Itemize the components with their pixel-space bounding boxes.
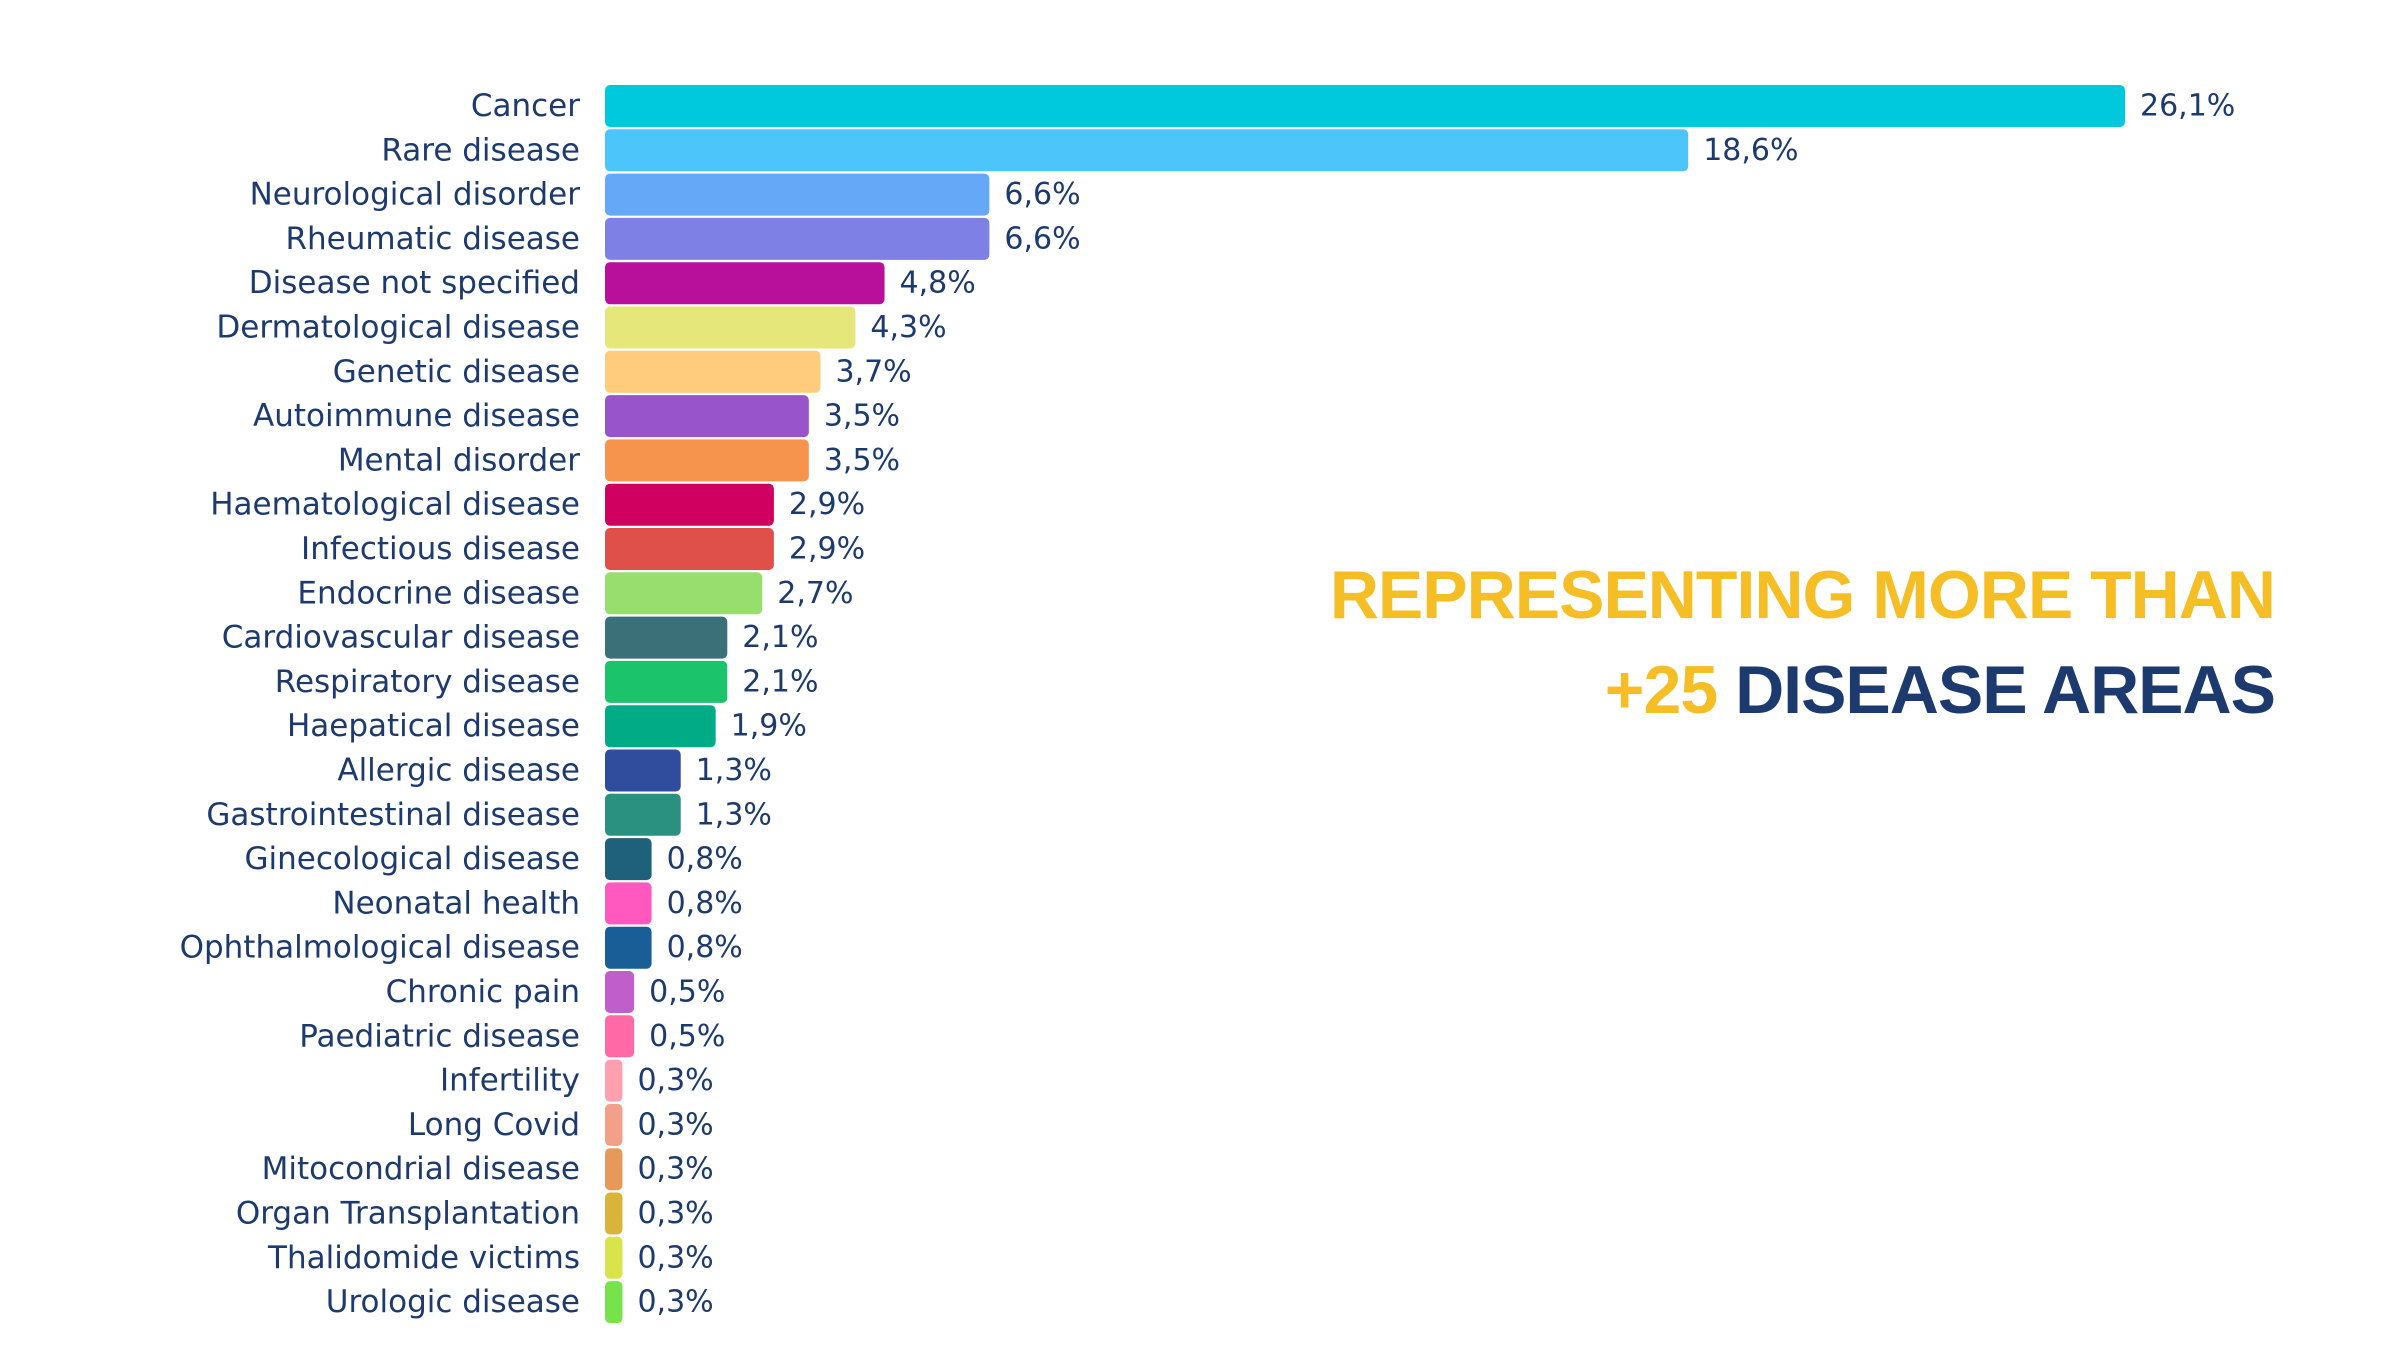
category-label: Genetic disease [333,354,580,390]
bar-cancer [605,85,2125,127]
bar-paediatric-disease [605,1015,635,1058]
bar-ginecological-disease [605,838,652,881]
category-label: Haepatical disease [287,708,580,744]
bar-urologic-disease [605,1281,623,1324]
value-label: 0,3% [637,1285,713,1320]
category-label: Ginecological disease [245,841,580,877]
value-label: 2,1% [742,620,818,655]
value-label: 0,3% [637,1107,713,1142]
category-label: Cardiovascular disease [222,620,580,656]
value-label: 3,5% [824,443,900,478]
bar-allergic-disease [605,749,681,792]
category-label: Allergic disease [337,753,580,789]
value-label: 0,5% [649,975,725,1010]
category-label: Long Covid [408,1107,580,1143]
category-label: Haematological disease [210,487,580,523]
value-label: 6,6% [1004,177,1080,212]
category-label: Organ Transplantation [236,1196,580,1232]
value-label: 3,5% [824,399,900,434]
value-label: 3,7% [835,354,911,389]
category-label: Urologic disease [326,1284,580,1320]
category-label: Mental disorder [338,442,580,478]
bar-rheumatic-disease [605,217,990,260]
bar-respiratory-disease [605,660,728,703]
value-label: 1,9% [731,709,807,744]
bar-neonatal-health [605,882,652,925]
value-label: 0,3% [637,1152,713,1187]
category-label: Paediatric disease [299,1018,580,1054]
headline-line-2: +25 DISEASE AREAS [1330,643,2276,738]
bar-haematological-disease [605,483,774,526]
bar-disease-not-specified [605,262,885,305]
value-label: 0,3% [637,1063,713,1098]
bar-autoimmune-disease [605,395,809,438]
headline-count: +25 [1604,652,1718,728]
value-label: 6,6% [1004,221,1080,256]
category-label: Dermatological disease [216,310,580,346]
bar-long-covid [605,1103,623,1146]
value-label: 4,3% [870,310,946,345]
headline-line-1: REPRESENTING MORE THAN [1329,557,2276,633]
category-label: Infectious disease [301,531,580,567]
category-label: Disease not specified [249,265,580,301]
value-label: 0,3% [637,1196,713,1231]
category-label: Ophthalmological disease [180,930,580,966]
category-label: Cancer [471,88,580,124]
value-label: 0,5% [649,1019,725,1054]
category-label: Gastrointestinal disease [206,797,580,833]
headline-areas: DISEASE AREAS [1735,652,2276,728]
bar-organ-transplantation [605,1192,623,1235]
value-label: 0,8% [667,842,743,877]
value-label: 2,9% [789,487,865,522]
bar-neurological-disorder [605,173,990,216]
category-label: Mitocondrial disease [262,1151,580,1187]
value-label: 0,8% [667,886,743,921]
value-label: 2,9% [789,532,865,567]
bar-genetic-disease [605,350,821,393]
bar-infertility [605,1059,623,1102]
bar-mitocondrial-disease [605,1148,623,1191]
category-label: Chronic pain [386,974,580,1010]
value-label: 18,6% [1703,133,1798,168]
category-label: Infertility [440,1063,580,1099]
category-label: Rare disease [381,132,580,168]
value-label: 1,3% [696,753,772,788]
bar-mental-disorder [605,439,809,482]
value-label: 0,3% [637,1240,713,1275]
bar-ophthalmological-disease [605,926,652,969]
bar-haepatical-disease [605,705,716,748]
bar-thalidomide-victims [605,1236,623,1279]
category-label: Neurological disorder [250,177,581,213]
bar-gastrointestinal-disease [605,793,681,836]
category-label: Endocrine disease [297,575,580,611]
category-label: Rheumatic disease [286,221,581,257]
headline: REPRESENTING MORE THAN +25 DISEASE AREAS [1329,548,2276,738]
bar-endocrine-disease [605,572,763,615]
bar-dermatological-disease [605,306,856,349]
category-label: Thalidomide victims [267,1240,580,1276]
value-label: 2,1% [742,664,818,699]
bar-cardiovascular-disease [605,616,728,659]
value-label: 1,3% [696,797,772,832]
value-label: 4,8% [900,266,976,301]
bar-infectious-disease [605,528,774,570]
bar-chronic-pain [605,971,635,1013]
category-label: Autoimmune disease [253,398,580,434]
value-label: 0,8% [667,930,743,965]
value-label: 26,1% [2140,89,2235,124]
bar-rare-disease [605,129,1689,172]
value-label: 2,7% [777,576,853,611]
category-label: Respiratory disease [275,664,580,700]
category-label: Neonatal health [332,885,580,921]
